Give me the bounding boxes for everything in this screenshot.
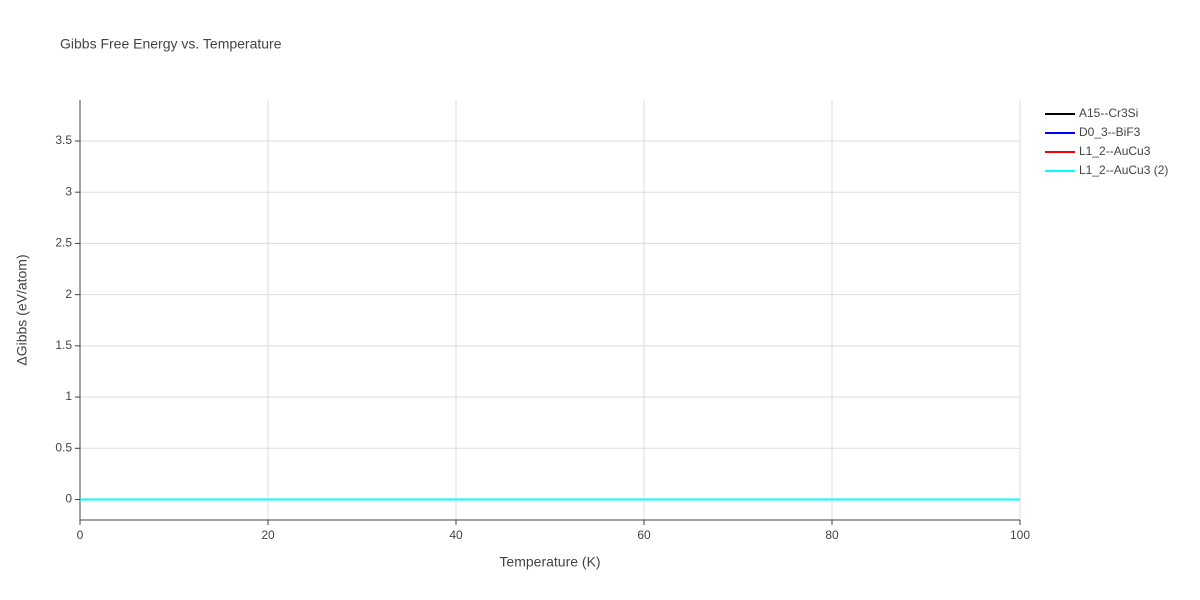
y-tick-label: 3: [65, 184, 72, 198]
y-tick-label: 0.5: [55, 440, 72, 454]
y-tick-label: 2.5: [55, 236, 72, 250]
legend-label: L1_2--AuCu3 (2): [1079, 163, 1168, 177]
legend-label: L1_2--AuCu3: [1079, 144, 1151, 158]
chart-title: Gibbs Free Energy vs. Temperature: [60, 36, 282, 52]
x-tick-label: 60: [637, 528, 651, 542]
y-tick-label: 1: [65, 389, 72, 403]
x-tick-label: 20: [261, 528, 275, 542]
y-axis-label: ΔGibbs (eV/atom): [14, 254, 30, 365]
x-axis-label: Temperature (K): [499, 554, 600, 570]
y-tick-label: 2: [65, 287, 72, 301]
x-tick-label: 0: [77, 528, 84, 542]
legend-label: A15--Cr3Si: [1079, 106, 1138, 120]
y-tick-label: 3.5: [55, 133, 72, 147]
x-tick-label: 100: [1010, 528, 1030, 542]
legend-label: D0_3--BiF3: [1079, 125, 1141, 139]
x-tick-label: 80: [825, 528, 839, 542]
y-tick-label: 1.5: [55, 338, 72, 352]
y-tick-label: 0: [65, 492, 72, 506]
x-tick-label: 40: [449, 528, 463, 542]
